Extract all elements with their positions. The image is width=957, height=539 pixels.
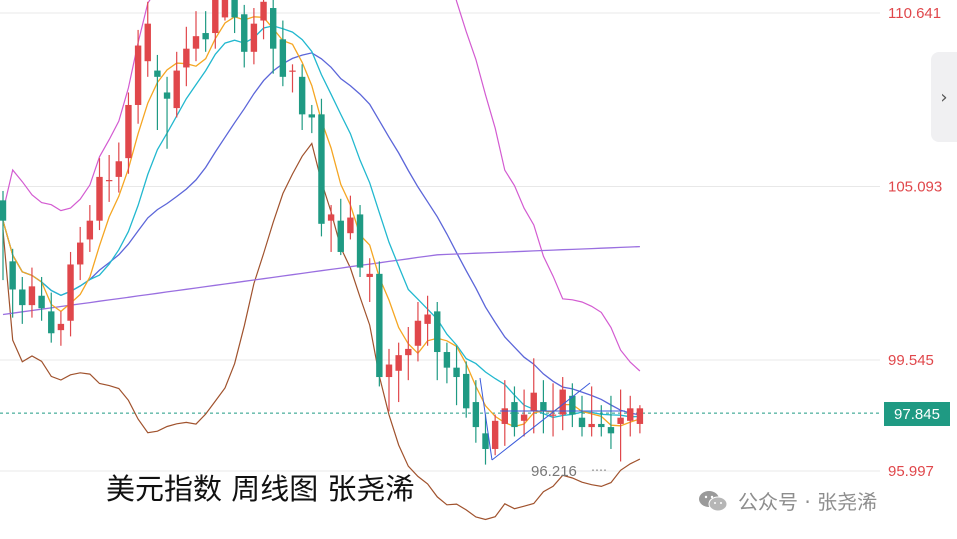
candle-body (414, 320, 422, 346)
y-tick-label: 95.997 (888, 463, 934, 480)
candle-body (501, 408, 508, 424)
candle-body (549, 414, 557, 416)
candle-body (395, 355, 402, 371)
candle-body (578, 417, 586, 428)
candle-body (144, 23, 151, 62)
candle-body (337, 220, 344, 252)
candle-body (308, 114, 315, 118)
candle-body (231, 0, 238, 18)
candle-body (9, 261, 16, 290)
candle-body (569, 395, 576, 415)
candle-body (96, 176, 103, 221)
candle-body (221, 0, 229, 18)
candle-body (520, 414, 528, 421)
bollinger-upper-line (2, 0, 641, 372)
candle-body (472, 402, 480, 428)
candle-body (270, 8, 277, 49)
candle-body (57, 323, 65, 331)
candle-body (289, 70, 296, 72)
candle-body (511, 402, 518, 428)
watermark-text: 公众号 · 张尧浠 (738, 490, 878, 514)
candle-body (125, 104, 132, 159)
triangle-line-left (479, 377, 493, 461)
candle-body (19, 289, 26, 306)
candle-body (385, 364, 393, 378)
last-price-tag: 97.845 (884, 402, 950, 426)
candle-body (482, 433, 489, 449)
candle-body (405, 348, 412, 356)
candle-body (134, 45, 142, 105)
candle-body (183, 48, 190, 68)
candle-body (356, 214, 364, 268)
candle-body (607, 427, 615, 434)
candle-body (154, 70, 161, 77)
candle-body (86, 220, 94, 240)
wechat-icon (699, 490, 728, 511)
candle-body (212, 0, 219, 34)
candle-body (0, 200, 7, 221)
candle-body (298, 76, 306, 115)
low-annotation: 96.216 (531, 463, 577, 480)
candle-body (366, 273, 373, 277)
candle-body (163, 92, 171, 99)
candle-body (250, 23, 258, 52)
candle-body (202, 33, 209, 40)
candle-body (443, 352, 451, 368)
candle-body (260, 1, 267, 21)
candle-body (530, 392, 537, 412)
candle-body (28, 286, 36, 306)
candle-body (67, 264, 74, 321)
expand-panel-arrow-icon[interactable]: › (931, 52, 957, 142)
candle-body (173, 70, 180, 109)
candle-body (588, 423, 595, 428)
candle-body (279, 39, 287, 77)
candle-body (491, 420, 499, 449)
candle-body (48, 311, 55, 334)
candle-body (598, 423, 605, 428)
ma-long-line (2, 245, 640, 316)
candle-body (376, 273, 383, 378)
candle-body (463, 373, 470, 409)
candle-body (77, 242, 84, 265)
candle-body (318, 114, 325, 224)
chevron-right-icon: › (940, 86, 948, 108)
candle-body (241, 14, 248, 52)
candle-body (453, 367, 460, 378)
candle-body (105, 180, 113, 182)
candle-body (559, 389, 566, 415)
triangle-line-lower (491, 382, 591, 461)
candle-body (115, 161, 122, 177)
candle-body (38, 295, 45, 309)
candle-body (617, 417, 624, 424)
y-tick-label: 105.093 (888, 179, 942, 196)
watermark: 公众号 · 张尧浠 (698, 486, 877, 515)
candle-body (347, 217, 354, 234)
candle-body (327, 214, 335, 221)
chart-caption: 美元指数 周线图 张尧浠 (106, 472, 415, 506)
candle-body (636, 408, 644, 424)
y-tick-label: 99.545 (888, 352, 934, 369)
candle-body (424, 314, 431, 324)
last-price-value: 97.845 (894, 405, 940, 423)
candle-body (192, 36, 200, 49)
candle-body (540, 402, 547, 412)
candle-body (627, 408, 634, 421)
candle-body (434, 311, 441, 353)
y-tick-label: 110.641 (888, 5, 941, 22)
